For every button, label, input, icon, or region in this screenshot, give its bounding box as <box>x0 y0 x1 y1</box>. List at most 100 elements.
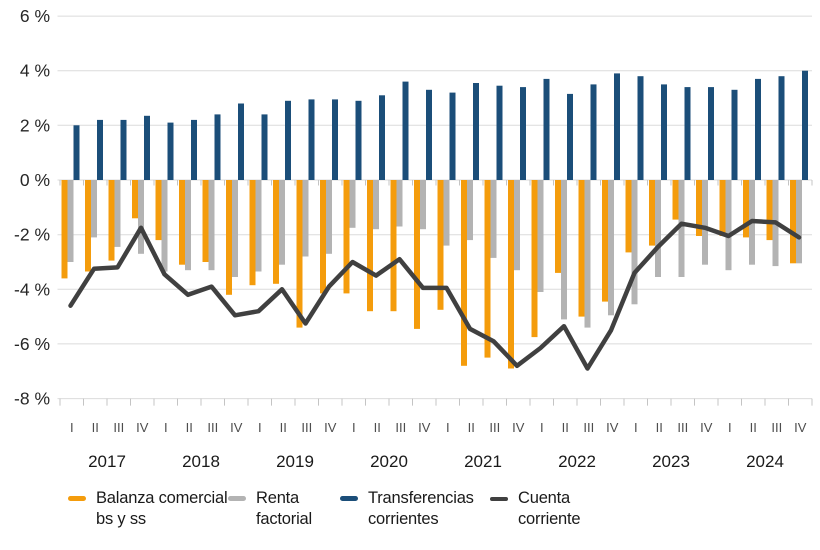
bar <box>420 180 426 230</box>
bar <box>731 89 738 180</box>
svg-text:III: III <box>583 420 594 435</box>
bar <box>567 93 573 180</box>
svg-text:-8 %: -8 % <box>14 389 50 409</box>
bar <box>144 115 150 180</box>
svg-text:2022: 2022 <box>558 452 596 471</box>
bar <box>719 180 726 236</box>
bar <box>191 119 197 180</box>
bar <box>414 180 420 329</box>
svg-text:IV: IV <box>418 420 431 435</box>
bar <box>743 180 749 238</box>
bar <box>161 180 168 272</box>
bar <box>208 180 215 271</box>
bar <box>302 180 309 257</box>
legend-item-transferencias-corrientes: Transferencias corrientes <box>340 488 494 529</box>
renta-factorial-swatch-icon <box>228 496 246 501</box>
bar <box>426 89 432 180</box>
bar <box>755 78 761 180</box>
svg-text:2023: 2023 <box>652 452 690 471</box>
legend-label-renta-factorial: Renta factorial <box>256 489 312 528</box>
svg-text:I: I <box>352 420 356 435</box>
bar <box>531 180 538 338</box>
svg-text:IV: IV <box>700 420 713 435</box>
bar <box>67 180 74 262</box>
bar <box>443 180 450 246</box>
bar <box>296 180 303 328</box>
svg-text:2018: 2018 <box>182 452 220 471</box>
svg-text:II: II <box>186 420 193 435</box>
svg-text:-6 %: -6 % <box>14 334 50 354</box>
svg-text:-4 %: -4 % <box>14 279 50 299</box>
bar <box>91 180 97 238</box>
svg-text:6 %: 6 % <box>20 6 50 26</box>
bar <box>85 180 91 272</box>
bars-balanza-comercial-bs-y-ss <box>61 180 796 369</box>
svg-text:0 %: 0 % <box>20 170 50 190</box>
svg-text:II: II <box>750 420 757 435</box>
bar <box>655 180 661 277</box>
bar <box>155 180 162 241</box>
bar <box>402 81 409 180</box>
legend-label-balanza-comercial: Balanza comercial bs y ss <box>96 489 228 528</box>
bar <box>355 100 362 180</box>
bar <box>520 87 526 180</box>
balanza-comercial-swatch-icon <box>68 496 86 501</box>
svg-text:I: I <box>540 420 544 435</box>
bar <box>672 180 679 220</box>
bar <box>120 119 127 180</box>
bar <box>108 180 115 261</box>
bar <box>649 180 655 246</box>
bar <box>555 180 561 273</box>
svg-text:-2 %: -2 % <box>14 225 50 245</box>
bar <box>132 180 138 219</box>
svg-text:III: III <box>207 420 218 435</box>
bar <box>578 180 585 317</box>
svg-text:I: I <box>258 420 262 435</box>
bar <box>467 180 473 241</box>
bar <box>437 180 444 310</box>
bar <box>496 85 503 180</box>
line-cuenta-corriente <box>68 218 802 371</box>
bar <box>684 87 691 180</box>
svg-text:4 %: 4 % <box>20 61 50 81</box>
bar <box>73 125 80 180</box>
legend-label-transferencias-corrientes: Transferencias corrientes <box>368 489 474 528</box>
bar <box>261 114 268 180</box>
bar <box>696 180 702 236</box>
svg-text:2 %: 2 % <box>20 115 50 135</box>
bar <box>332 99 338 180</box>
svg-text:IV: IV <box>136 420 149 435</box>
bar <box>790 180 796 264</box>
svg-text:III: III <box>677 420 688 435</box>
svg-text:II: II <box>562 420 569 435</box>
bar <box>543 78 550 180</box>
bar <box>796 180 802 264</box>
bars-renta-factorial <box>67 180 802 328</box>
bar <box>778 76 785 180</box>
svg-text:I: I <box>446 420 450 435</box>
bars-transferencias-corrientes <box>73 70 808 180</box>
svg-text:III: III <box>395 420 406 435</box>
axis-ticks <box>59 180 813 406</box>
bar <box>226 180 232 295</box>
bar <box>185 180 191 271</box>
svg-text:I: I <box>70 420 74 435</box>
bar <box>279 180 285 265</box>
bar <box>61 180 68 279</box>
bar <box>249 180 256 286</box>
bar <box>490 180 497 258</box>
bar <box>373 180 379 230</box>
svg-text:IV: IV <box>324 420 337 435</box>
bar <box>273 180 279 284</box>
bar <box>238 103 244 180</box>
svg-text:II: II <box>468 420 475 435</box>
svg-text:IV: IV <box>606 420 619 435</box>
bar <box>367 180 373 312</box>
cuenta-corriente-line-swatch-icon <box>490 497 508 501</box>
bar <box>326 180 332 254</box>
bar <box>343 180 350 294</box>
svg-text:2017: 2017 <box>88 452 126 471</box>
bar <box>725 180 732 271</box>
svg-text:I: I <box>728 420 732 435</box>
